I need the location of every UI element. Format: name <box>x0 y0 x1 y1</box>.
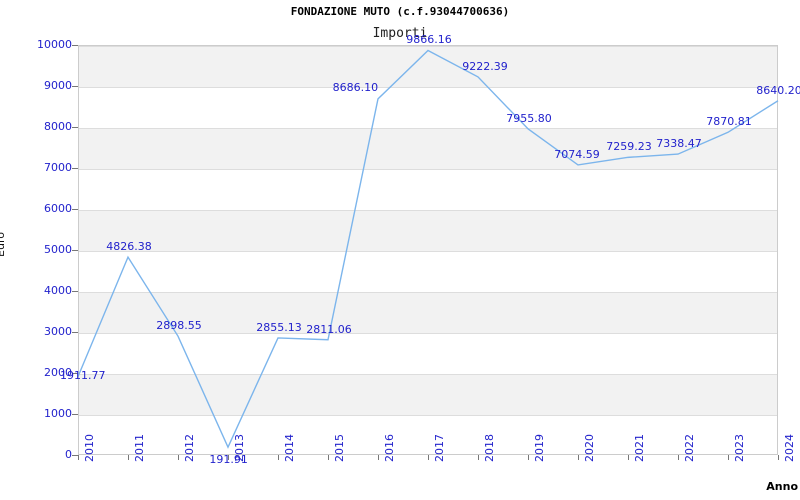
x-tick-label: 2011 <box>133 434 146 462</box>
grid-line <box>79 292 777 293</box>
data-point-label: 9222.39 <box>462 59 508 73</box>
x-tick-mark <box>78 455 79 460</box>
y-tick-mark <box>72 373 78 374</box>
y-tick-label: 3000 <box>44 325 72 338</box>
data-point-label: 7259.23 <box>606 140 652 154</box>
y-tick-label: 1000 <box>44 407 72 420</box>
x-tick-mark <box>578 455 579 460</box>
y-tick-mark <box>72 127 78 128</box>
y-tick-mark <box>72 455 78 456</box>
grid-line <box>79 374 777 375</box>
data-point-label: 7870.81 <box>706 115 752 129</box>
data-point-label: 2898.55 <box>156 319 202 333</box>
data-point-label: 8686.10 <box>332 80 379 94</box>
y-tick-mark <box>72 86 78 87</box>
x-tick-label: 2017 <box>433 434 446 462</box>
x-tick-label: 2015 <box>333 434 346 462</box>
y-tick-mark <box>72 168 78 169</box>
x-tick-mark <box>478 455 479 460</box>
x-tick-label: 2016 <box>383 434 396 462</box>
y-tick-label: 4000 <box>44 284 72 297</box>
grid-line <box>79 169 777 170</box>
data-point-label: 191.91 <box>209 453 248 467</box>
data-point-label: 2811.06 <box>306 322 352 336</box>
data-point-label: 7338.47 <box>656 137 702 151</box>
y-tick-label: 5000 <box>44 243 72 256</box>
chart-title: FONDAZIONE MUTO (c.f.93044700636) <box>290 5 510 18</box>
x-tick-label: 2020 <box>583 434 596 462</box>
x-tick-label: 2023 <box>733 434 746 462</box>
data-point-label: 1911.77 <box>60 368 106 382</box>
plot-area <box>78 45 778 455</box>
x-tick-mark <box>328 455 329 460</box>
y-tick-label: 10000 <box>37 38 72 51</box>
x-tick-mark <box>378 455 379 460</box>
data-point-label: 2855.13 <box>256 320 302 334</box>
x-axis-label: Anno <box>766 480 798 493</box>
y-tick-label: 6000 <box>44 202 72 215</box>
data-point-label: 9866.16 <box>406 33 452 47</box>
x-tick-mark <box>778 455 779 460</box>
y-axis-label: Euro <box>0 232 7 257</box>
x-tick-label: 2014 <box>283 434 296 462</box>
grid-line <box>79 251 777 252</box>
x-tick-mark <box>278 455 279 460</box>
plot-band <box>79 374 777 415</box>
x-tick-label: 2019 <box>533 434 546 462</box>
x-tick-mark <box>228 455 229 460</box>
data-point-label: 7074.59 <box>554 147 600 161</box>
x-tick-mark <box>728 455 729 460</box>
grid-line <box>79 210 777 211</box>
plot-band <box>79 210 777 251</box>
y-tick-mark <box>72 414 78 415</box>
y-tick-mark <box>72 291 78 292</box>
y-tick-label: 9000 <box>44 79 72 92</box>
y-tick-label: 8000 <box>44 120 72 133</box>
grid-line <box>79 46 777 47</box>
x-tick-mark <box>128 455 129 460</box>
data-point-label: 4826.38 <box>106 240 152 254</box>
grid-line <box>79 87 777 88</box>
x-tick-label: 2022 <box>683 434 696 462</box>
y-tick-label: 0 <box>65 448 72 461</box>
grid-line <box>79 333 777 334</box>
x-tick-label: 2010 <box>83 434 96 462</box>
data-point-label: 7955.80 <box>506 111 552 125</box>
y-tick-mark <box>72 332 78 333</box>
x-tick-label: 2018 <box>483 434 496 462</box>
x-tick-mark <box>678 455 679 460</box>
x-tick-mark <box>428 455 429 460</box>
x-tick-mark <box>528 455 529 460</box>
y-tick-mark <box>72 45 78 46</box>
x-tick-label: 2021 <box>633 434 646 462</box>
data-point-label: 8640.20 <box>756 83 800 97</box>
y-tick-mark <box>72 209 78 210</box>
y-tick-label: 7000 <box>44 161 72 174</box>
grid-line <box>79 415 777 416</box>
x-tick-mark <box>178 455 179 460</box>
grid-line <box>79 128 777 129</box>
chart-subtitle: Importi <box>372 26 428 41</box>
x-tick-mark <box>628 455 629 460</box>
plot-band <box>79 46 777 87</box>
x-tick-label: 2012 <box>183 434 196 462</box>
y-tick-label: 2000 <box>44 366 72 379</box>
y-tick-mark <box>72 250 78 251</box>
x-tick-label: 2024 <box>783 434 796 462</box>
